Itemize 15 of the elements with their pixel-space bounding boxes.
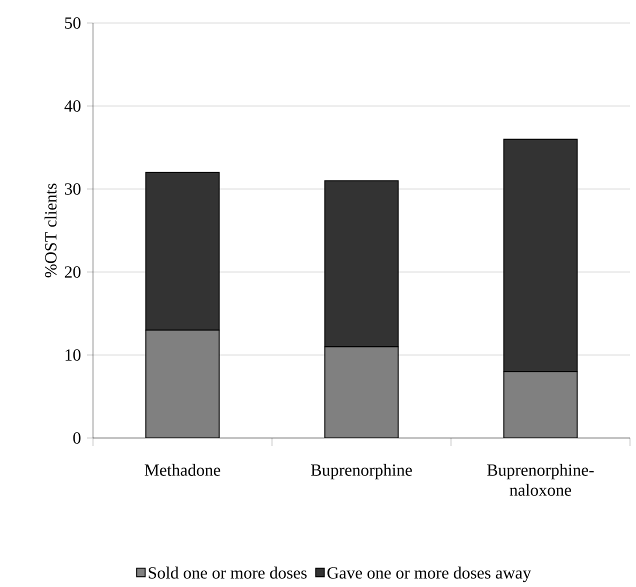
x-tick-label: Buprenorphine-naloxone — [487, 464, 594, 496]
y-tick-label: 0 — [73, 432, 80, 444]
y-axis-title: %OST clients — [44, 184, 57, 278]
x-tick-label: Buprenorphine — [311, 464, 412, 480]
y-tick-label: 40 — [64, 100, 80, 112]
legend-label: Sold one or more doses — [148, 566, 307, 579]
bar — [324, 346, 399, 438]
y-tick-label: 20 — [64, 266, 80, 278]
y-tick-label: 10 — [66, 349, 80, 361]
y-tick-label: 50 — [65, 17, 80, 29]
bar — [503, 371, 578, 438]
legend-label: Gave one or more doses away — [327, 566, 532, 582]
bar — [145, 330, 220, 438]
x-tick-label: Methadone — [144, 464, 220, 476]
y-tick-label: 30 — [64, 183, 80, 195]
